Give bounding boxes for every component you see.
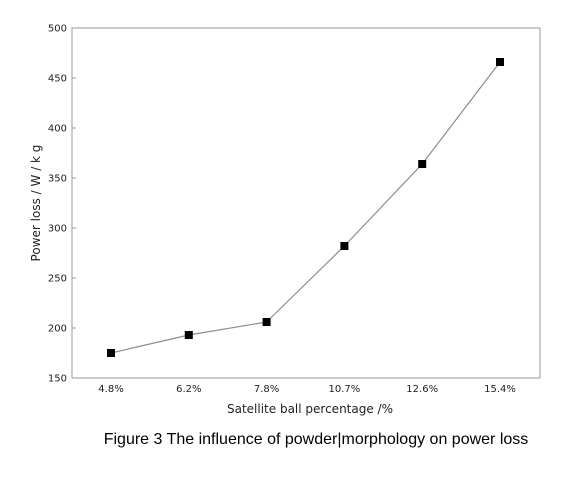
data-points <box>107 58 504 357</box>
y-tick-label: 250 <box>48 274 67 285</box>
x-axis-ticks: 4.8% 6.2% 7.8% 10.7% 12.6% 15.4% <box>98 384 516 395</box>
x-tick-label: 4.8% <box>98 384 123 395</box>
data-point <box>340 242 349 250</box>
series-line <box>110 61 501 354</box>
data-point <box>262 318 271 326</box>
x-tick-label: 7.8% <box>254 384 279 395</box>
x-axis-label: Satellite ball percentage /% <box>227 402 393 416</box>
data-point <box>184 331 193 339</box>
x-tick-label: 15.4% <box>484 384 516 395</box>
figure-caption: Figure 3 The influence of powder|morphol… <box>104 431 529 448</box>
y-tick-label: 350 <box>48 174 67 185</box>
data-point <box>107 349 115 357</box>
y-tick-label: 400 <box>48 124 67 135</box>
y-tick-label: 450 <box>48 74 67 85</box>
x-tick-label: 6.2% <box>176 384 201 395</box>
data-point <box>496 58 504 66</box>
x-tick-label: 12.6% <box>406 384 438 395</box>
y-axis-label: Power loss / W / k g <box>29 145 43 262</box>
y-tick-label: 500 <box>48 24 67 35</box>
data-point <box>418 160 427 168</box>
y-tick-label: 300 <box>48 224 67 235</box>
x-tick-label: 10.7% <box>329 384 361 395</box>
y-axis-ticks: 150 200 250 300 350 400 450 500 <box>48 24 76 385</box>
y-tick-label: 150 <box>48 374 67 385</box>
plot-frame <box>71 27 541 379</box>
y-tick-label: 200 <box>48 324 67 335</box>
